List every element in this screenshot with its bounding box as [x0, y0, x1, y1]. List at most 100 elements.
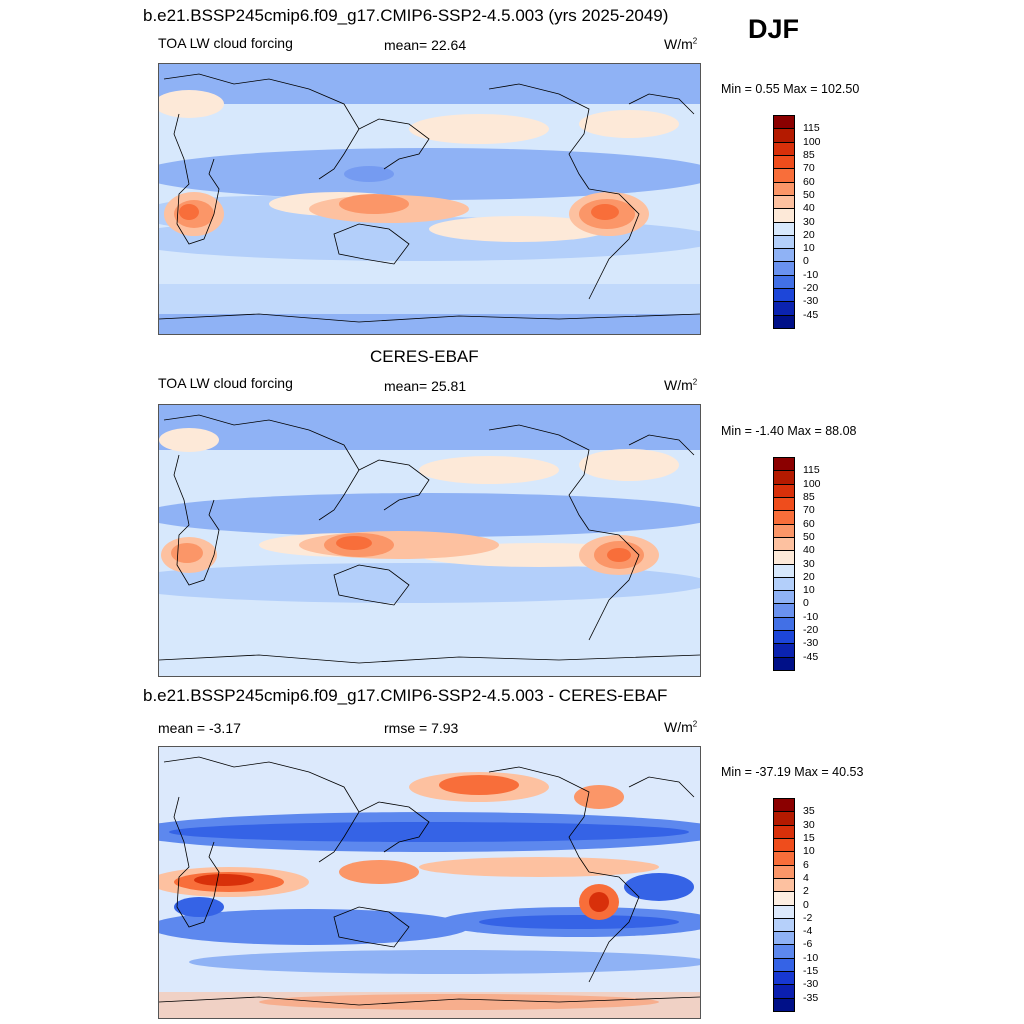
colorbar-tick-label: -10 — [803, 951, 819, 964]
panel-2-variable-label: TOA LW cloud forcing — [158, 375, 293, 391]
colorbar-tick-label: 20 — [803, 228, 815, 241]
colorbar-swatch — [773, 128, 795, 143]
panel-1-map — [158, 63, 701, 335]
colorbar-tick-label: -20 — [803, 282, 819, 295]
colorbar-swatch — [773, 971, 795, 985]
panel-1-map-field — [159, 64, 700, 334]
colorbar-tick-label: 30 — [803, 557, 815, 570]
colorbar-tick-label: -30 — [803, 637, 819, 650]
colorbar-tick-label: 85 — [803, 490, 815, 503]
colorbar-tick-label: 0 — [803, 597, 809, 610]
colorbar-swatch — [773, 603, 795, 618]
colorbar-tick-label: -30 — [803, 295, 819, 308]
colorbar-swatch — [773, 877, 795, 892]
colorbar-swatch — [773, 550, 795, 564]
colorbar-swatch — [773, 288, 795, 302]
colorbar-swatch — [773, 248, 795, 262]
colorbar-tick-label: 6 — [803, 858, 809, 871]
panel-3-minmax: Min = -37.19 Max = 40.53 — [721, 765, 864, 779]
colorbar-tick-label: -15 — [803, 965, 819, 978]
colorbar-tick-label: 10 — [803, 242, 815, 255]
colorbar-swatch — [773, 798, 795, 812]
colorbar-swatch — [773, 510, 795, 525]
colorbar-swatch — [773, 496, 795, 511]
panel-2-map-field — [159, 405, 700, 676]
panel-2-title: CERES-EBAF — [370, 347, 479, 366]
panel-3-map-field — [159, 747, 700, 1018]
colorbar-tick-label: 10 — [803, 584, 815, 597]
colorbar-tick-label: -10 — [803, 268, 819, 281]
colorbar-tick-label: 60 — [803, 175, 815, 188]
colorbar-tick-label: 70 — [803, 162, 815, 175]
colorbar-tick-label: 40 — [803, 544, 815, 557]
colorbar-swatch — [773, 536, 795, 551]
colorbar-swatch — [773, 891, 795, 905]
colorbar-swatch — [773, 483, 795, 498]
colorbar-tick-label: 115 — [803, 122, 820, 135]
colorbar-tick-label: -35 — [803, 991, 819, 1004]
colorbar-swatch — [773, 194, 795, 209]
panel-2-units: W/m2 — [664, 377, 698, 393]
colorbar-tick-label: -2 — [803, 911, 813, 924]
colorbar-tick-label: 0 — [803, 898, 809, 911]
colorbar-tick-label: 15 — [803, 831, 815, 844]
colorbar-swatch — [773, 997, 795, 1012]
colorbar-tick-label: 30 — [803, 215, 815, 228]
colorbar-swatch — [773, 851, 795, 866]
colorbar-tick-label: 115 — [803, 464, 820, 477]
colorbar-swatch — [773, 824, 795, 839]
colorbar-tick-label: -20 — [803, 624, 819, 637]
colorbar-tick-label: 60 — [803, 517, 815, 530]
colorbar-swatch — [773, 154, 795, 169]
colorbar-swatch — [773, 563, 795, 578]
colorbar-swatch — [773, 917, 795, 932]
panel-1-colorbar: 115 100 85 70 60 50 40 30 20 10 0 -10 -20 -30 -45 — [773, 115, 833, 329]
colorbar-swatch — [773, 837, 795, 852]
colorbar-tick-label: 100 — [803, 135, 821, 148]
colorbar-swatch — [773, 957, 795, 972]
colorbar-tick-label: 20 — [803, 570, 815, 583]
colorbar-tick-label: -45 — [803, 308, 819, 321]
colorbar-tick-label: -4 — [803, 925, 813, 938]
colorbar-tick-label: 50 — [803, 188, 815, 201]
panel-2-mean-label: mean= 25.81 — [384, 378, 467, 394]
panel-1-variable-label: TOA LW cloud forcing — [158, 35, 293, 51]
colorbar-swatch — [773, 931, 795, 945]
panel-3-rmse-label: rmse = 7.93 — [384, 720, 459, 736]
colorbar-swatch — [773, 301, 795, 316]
panel-1-title: b.e21.BSSP245cmip6.f09_g17.CMIP6-SSP2-4.… — [143, 6, 669, 25]
colorbar-tick-label: 85 — [803, 148, 815, 161]
colorbar-swatch — [773, 523, 795, 538]
colorbar-tick-label: 0 — [803, 255, 809, 268]
colorbar-swatch — [773, 630, 795, 644]
colorbar-swatch — [773, 208, 795, 222]
colorbar-tick-label: -45 — [803, 650, 819, 663]
panel-1-mean-label: mean= 22.64 — [384, 37, 467, 53]
colorbar-tick-label: 70 — [803, 504, 815, 517]
colorbar-swatch — [773, 141, 795, 156]
colorbar-tick-label: -6 — [803, 938, 813, 951]
colorbar-swatch — [773, 261, 795, 276]
colorbar-swatch — [773, 168, 795, 183]
colorbar-swatch — [773, 984, 795, 999]
colorbar-swatch — [773, 616, 795, 631]
colorbar-swatch — [773, 181, 795, 196]
panel-3-map — [158, 746, 701, 1019]
panel-1-units: W/m2 — [664, 36, 698, 52]
colorbar-tick-label: 30 — [803, 818, 815, 831]
colorbar-swatch — [773, 811, 795, 826]
colorbar-swatch — [773, 314, 795, 329]
colorbar-swatch — [773, 274, 795, 289]
colorbar-swatch — [773, 944, 795, 959]
colorbar-tick-label: 10 — [803, 845, 815, 858]
panel-2-minmax: Min = -1.40 Max = 88.08 — [721, 424, 857, 438]
panel-3-mean-label: mean = -3.17 — [158, 720, 241, 736]
colorbar-tick-label: 4 — [803, 871, 809, 884]
colorbar-tick-label: 40 — [803, 202, 815, 215]
colorbar-swatch — [773, 470, 795, 485]
colorbar-swatch — [773, 115, 795, 129]
colorbar-swatch — [773, 221, 795, 236]
colorbar-tick-label: -10 — [803, 610, 819, 623]
colorbar-swatch — [773, 457, 795, 471]
colorbar-swatch — [773, 643, 795, 658]
